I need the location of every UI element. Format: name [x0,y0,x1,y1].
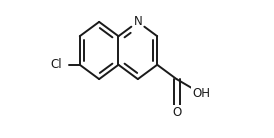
Text: N: N [133,15,142,28]
Text: O: O [172,106,181,119]
Text: OH: OH [192,87,210,100]
Text: Cl: Cl [50,58,62,71]
